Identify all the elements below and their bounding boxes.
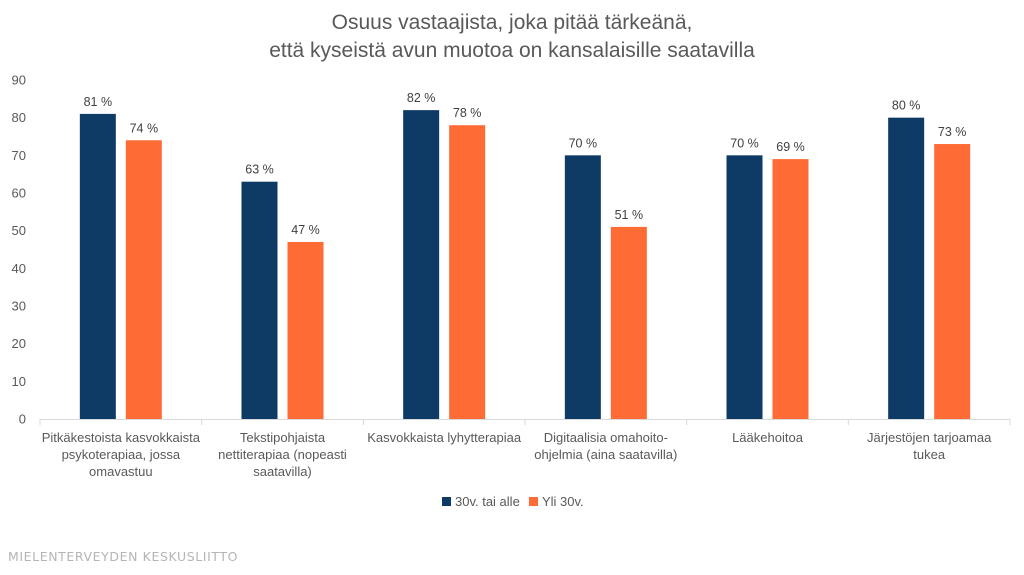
bars (79, 110, 971, 420)
bar (449, 125, 486, 419)
bar (403, 110, 440, 419)
bar (772, 159, 809, 419)
y-tick-label: 50 (12, 223, 26, 238)
bar (726, 155, 763, 420)
data-label: 63 % (245, 163, 274, 177)
category-label: nettiterapiaa (nopeasti (218, 447, 347, 462)
data-label: 73 % (938, 125, 967, 139)
y-tick-label: 0 (19, 412, 26, 427)
data-label: 82 % (407, 91, 436, 105)
data-label: 80 % (892, 99, 921, 113)
data-label: 70 % (569, 136, 598, 150)
y-tick-label: 40 (12, 261, 26, 276)
category-label: ohjelmia (aina saatavilla) (534, 447, 677, 462)
legend-label: 30v. tai alle (455, 494, 520, 509)
category-label: Kasvokkaista lyhytterapiaa (367, 430, 522, 445)
y-tick-label: 20 (12, 336, 26, 351)
category-label: Pitkäkestoista kasvokkaista (42, 430, 201, 445)
y-axis: 0 10 20 30 40 50 60 70 80 90 (12, 73, 26, 427)
data-label: 47 % (291, 223, 320, 237)
category-label: psykoterapiaa, jossa (62, 447, 181, 462)
category-label: Digitaalisia omahoito- (544, 430, 668, 445)
y-tick-label: 70 (12, 148, 26, 163)
bar (564, 155, 601, 420)
chart-title-line: Osuus vastaajista, joka pitää tärkeänä, (332, 11, 693, 34)
data-label: 81 % (84, 95, 113, 109)
data-label: 69 % (776, 140, 805, 154)
category-label: omavastuu (89, 464, 153, 479)
bar (934, 144, 971, 420)
legend-swatch (529, 497, 538, 506)
y-tick-label: 80 (12, 110, 26, 125)
bar (79, 113, 116, 420)
legend-label: Yli 30v. (542, 494, 584, 509)
chart-title: Osuus vastaajista, joka pitää tärkeänä, e… (269, 11, 755, 62)
y-tick-label: 30 (12, 299, 26, 314)
category-labels: Pitkäkestoista kasvokkaista psykoterapiaa… (42, 430, 992, 479)
chart-title-line: että kyseistä avun muotoa on kansalaisil… (269, 39, 755, 62)
bar (287, 241, 324, 419)
y-tick-label: 60 (12, 186, 26, 201)
bar (610, 226, 647, 419)
category-label: Järjestöjen tarjoamaa (867, 430, 992, 445)
category-label: Tekstipohjaista (240, 430, 326, 445)
data-label: 70 % (730, 136, 759, 150)
data-label: 78 % (453, 106, 482, 120)
y-tick-label: 10 (12, 374, 26, 389)
category-label: tukea (913, 447, 946, 462)
bar (125, 140, 162, 419)
data-labels: 81 % 74 % 63 % 47 % 82 % 78 % 70 % 51 % 70 % 69 %… (84, 91, 967, 237)
data-label: 51 % (615, 208, 644, 222)
legend-swatch (442, 497, 451, 506)
bar (888, 117, 925, 420)
x-axis (39, 419, 1011, 425)
bar (241, 181, 278, 419)
data-label: 74 % (130, 121, 159, 135)
category-label: Lääkehoitoa (732, 430, 804, 445)
y-tick-label: 90 (12, 73, 26, 88)
category-label: saatavilla) (253, 464, 312, 479)
footer-brand: MIELENTERVEYDEN KESKUSLIITTO (8, 549, 239, 564)
legend: 30v. tai alle Yli 30v. (442, 494, 584, 509)
